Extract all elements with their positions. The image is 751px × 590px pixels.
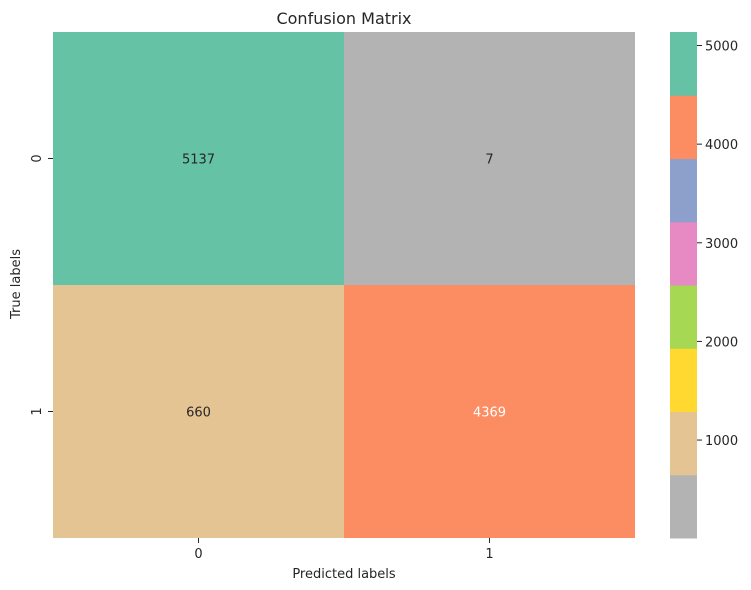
x-tick-label: 1 bbox=[485, 547, 493, 562]
cell-value-label: 5137 bbox=[182, 153, 215, 168]
colorbar-tick-label: 1000 bbox=[705, 434, 738, 449]
colorbar-tick-label: 3000 bbox=[705, 237, 738, 252]
cell-value-label: 7 bbox=[485, 153, 493, 168]
x-axis-label: Predicted labels bbox=[292, 567, 396, 582]
colorbar-tick-label: 2000 bbox=[705, 335, 738, 350]
heatmap-cell-1-0 bbox=[53, 285, 344, 538]
cell-value-label: 4369 bbox=[473, 406, 506, 421]
colorbar-segment bbox=[670, 285, 697, 349]
colorbar-tick-label: 5000 bbox=[705, 40, 738, 55]
colorbar-segment bbox=[670, 158, 697, 223]
heatmap-cell-0-0 bbox=[53, 32, 344, 285]
y-axis-label: True labels bbox=[9, 249, 24, 320]
colorbar-segment bbox=[670, 32, 697, 96]
colorbar-segment bbox=[670, 221, 697, 286]
y-tick-label: 0 bbox=[30, 154, 45, 162]
heatmap-cell-1-1 bbox=[344, 285, 635, 538]
colorbar-tick-label: 4000 bbox=[705, 138, 738, 153]
colorbar-segment bbox=[670, 474, 697, 539]
heatmap-cell-0-1 bbox=[344, 32, 635, 285]
y-tick-label: 1 bbox=[30, 407, 45, 415]
chart-title: Confusion Matrix bbox=[276, 9, 411, 28]
colorbar-segment bbox=[670, 95, 697, 159]
x-tick-label: 0 bbox=[194, 547, 202, 562]
y-axis: 01 bbox=[30, 154, 53, 416]
colorbar-segment bbox=[670, 348, 697, 412]
colorbar-segment bbox=[670, 411, 697, 476]
heatmap-cells: 5137 7 660 4369 bbox=[53, 32, 635, 538]
cell-value-label: 660 bbox=[186, 406, 211, 421]
colorbar: 1000 2000 3000 4000 5000 bbox=[670, 32, 738, 539]
